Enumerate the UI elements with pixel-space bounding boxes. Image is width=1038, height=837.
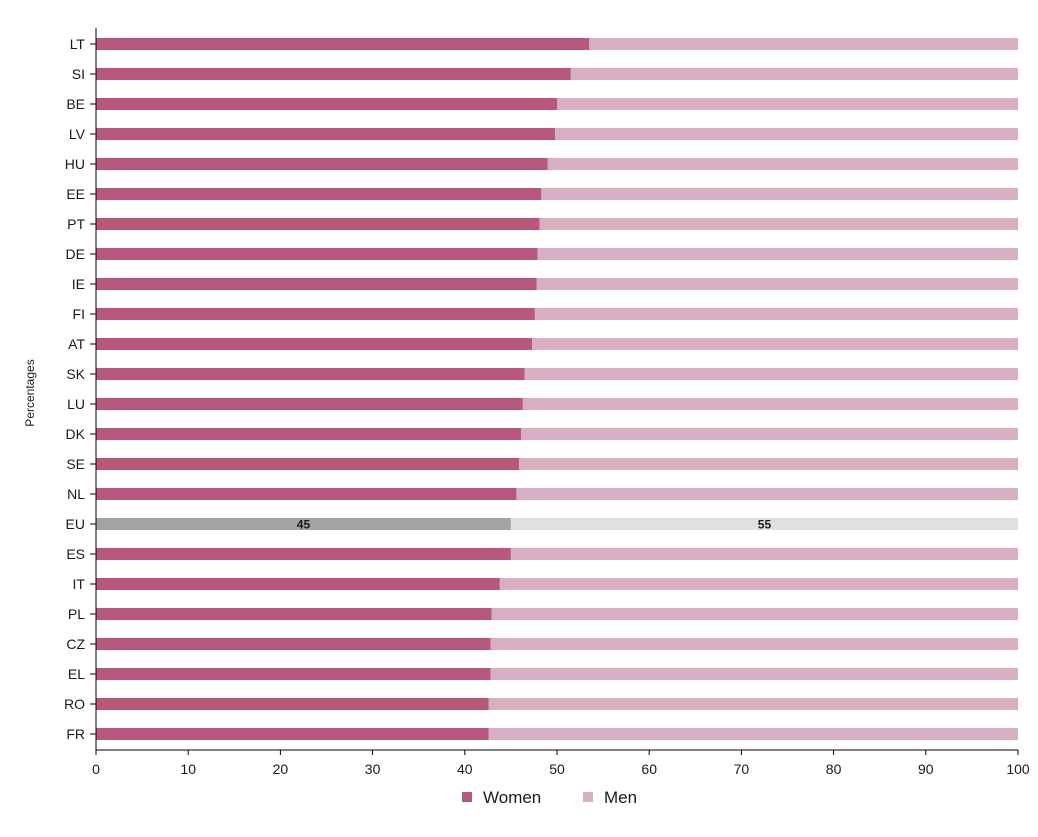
bar-pt-men (539, 218, 1018, 230)
bar-ee-women (96, 188, 542, 200)
category-label-el: EL (68, 666, 85, 682)
x-tick-label-70: 70 (734, 761, 750, 777)
category-label-cz: CZ (66, 636, 85, 652)
bar-it-women (96, 578, 500, 590)
bar-dk-women (96, 428, 522, 440)
bars-layer: 45 55 (96, 38, 1019, 740)
bar-pl-women (96, 608, 492, 620)
bar-nl-men (516, 488, 1018, 500)
bar-fr-women (96, 728, 489, 740)
legend-swatch-men (583, 792, 593, 802)
x-tick-label-0: 0 (92, 761, 100, 777)
bar-ro-women (96, 698, 489, 710)
bar-cz-men (490, 638, 1019, 650)
bar-sk-women (96, 368, 525, 380)
category-label-es: ES (66, 546, 85, 562)
bar-lt-men (589, 38, 1018, 50)
x-tick-label-20: 20 (273, 761, 289, 777)
category-label-dk: DK (66, 426, 86, 442)
bar-ee-men (541, 188, 1018, 200)
legend: Women Men (462, 788, 637, 807)
bar-lu-women (96, 398, 523, 410)
x-tick-label-40: 40 (457, 761, 473, 777)
bar-eu-men (510, 518, 1018, 530)
bar-lv-men (555, 128, 1018, 140)
category-label-si: SI (72, 66, 85, 82)
bar-el-women (96, 668, 491, 680)
bar-be-women (96, 98, 557, 110)
category-label-nl: NL (67, 486, 85, 502)
category-label-hu: HU (65, 156, 85, 172)
data-label-eu-women: 45 (297, 518, 311, 532)
bar-at-women (96, 338, 533, 350)
category-label-ro: RO (64, 696, 85, 712)
bar-hu-men (547, 158, 1018, 170)
x-tick-label-30: 30 (365, 761, 381, 777)
category-label-ie: IE (72, 276, 85, 292)
bar-lv-women (96, 128, 556, 140)
category-labels: LT SI BE LV HU EE PT DE IE FI AT SK LU DK SE NL EU ES IT PL… (64, 36, 96, 742)
bar-es-women (96, 548, 511, 560)
bar-se-men (519, 458, 1018, 470)
category-label-lv: LV (69, 126, 86, 142)
category-label-pl: PL (68, 606, 85, 622)
bar-hu-women (96, 158, 548, 170)
bar-si-women (96, 68, 571, 80)
bar-de-women (96, 248, 538, 260)
bar-nl-women (96, 488, 517, 500)
category-label-lt: LT (70, 36, 86, 52)
bar-si-men (570, 68, 1018, 80)
legend-swatch-women (462, 792, 472, 802)
legend-label-women: Women (483, 788, 541, 807)
x-tick-label-100: 100 (1006, 761, 1030, 777)
bar-pl-men (491, 608, 1019, 620)
bar-at-men (532, 338, 1018, 350)
legend-label-men: Men (604, 788, 637, 807)
x-tick-label-80: 80 (826, 761, 842, 777)
bar-es-men (510, 548, 1018, 560)
bar-de-men (537, 248, 1018, 260)
bar-cz-women (96, 638, 491, 650)
category-label-de: DE (66, 246, 85, 262)
x-axis-ticks: 0 10 20 30 40 50 60 70 80 90 100 (92, 750, 1030, 777)
x-tick-label-60: 60 (641, 761, 657, 777)
bar-be-men (557, 98, 1018, 110)
category-label-at: AT (68, 336, 85, 352)
bar-se-women (96, 458, 520, 470)
x-tick-label-90: 90 (918, 761, 934, 777)
bar-sk-men (524, 368, 1018, 380)
category-label-fr: FR (66, 726, 85, 742)
bar-lt-women (96, 38, 590, 50)
bar-ro-men (488, 698, 1019, 710)
bar-it-men (499, 578, 1018, 590)
bar-ie-men (536, 278, 1018, 290)
category-label-ee: EE (66, 186, 85, 202)
category-label-se: SE (66, 456, 85, 472)
bar-fi-men (534, 308, 1018, 320)
x-tick-label-50: 50 (549, 761, 565, 777)
bar-fi-women (96, 308, 535, 320)
category-label-be: BE (66, 96, 85, 112)
category-label-it: IT (73, 576, 86, 592)
category-label-fi: FI (73, 306, 85, 322)
x-tick-label-10: 10 (180, 761, 196, 777)
bar-ie-women (96, 278, 537, 290)
bar-fr-men (488, 728, 1019, 740)
category-label-lu: LU (67, 396, 85, 412)
bar-pt-women (96, 218, 540, 230)
bar-lu-men (522, 398, 1018, 410)
category-label-sk: SK (66, 366, 85, 382)
category-label-eu: EU (66, 516, 85, 532)
data-label-eu-men: 55 (758, 518, 772, 532)
bar-eu-women (96, 518, 511, 530)
bar-el-men (490, 668, 1019, 680)
category-label-pt: PT (67, 216, 85, 232)
bar-dk-men (521, 428, 1018, 440)
y-axis-label: Percentages (23, 359, 37, 426)
